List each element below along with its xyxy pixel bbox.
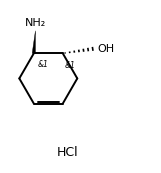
- Text: &1: &1: [38, 60, 49, 69]
- Text: OH: OH: [97, 44, 114, 53]
- Text: HCl: HCl: [57, 146, 78, 159]
- Text: &1: &1: [64, 61, 75, 70]
- Text: NH₂: NH₂: [25, 18, 46, 28]
- Polygon shape: [32, 31, 35, 53]
